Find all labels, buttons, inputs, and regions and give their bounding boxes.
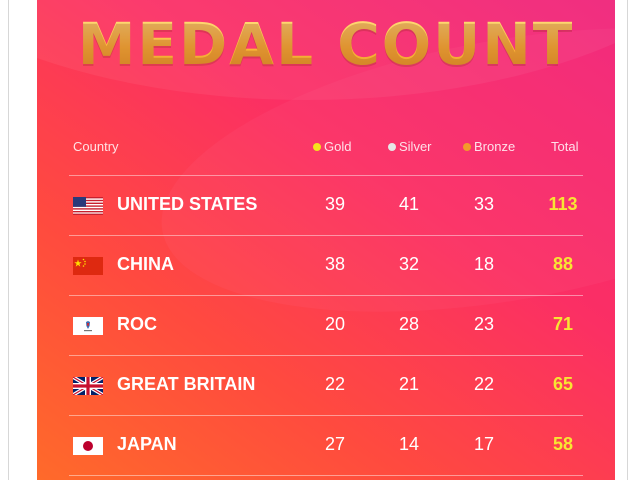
gold-count: 20 xyxy=(324,314,346,334)
table-row: GREAT BRITAIN 22 21 22 65 xyxy=(69,355,583,415)
header-country: Country xyxy=(73,139,119,154)
medal-table: UNITED STATES 39 41 33 113 CHINA 38 32 xyxy=(69,175,583,476)
page-title: MEDAL COUNT xyxy=(37,10,615,78)
bronze-count: 17 xyxy=(473,434,495,454)
header-silver-label: Silver xyxy=(399,139,432,154)
silver-count: 21 xyxy=(398,374,420,394)
country-name: GREAT BRITAIN xyxy=(117,374,256,394)
total-count: 65 xyxy=(552,374,574,394)
silver-count: 14 xyxy=(398,434,420,454)
gold-dot-icon xyxy=(313,143,321,151)
bronze-count: 18 xyxy=(473,254,495,274)
header-total: Total xyxy=(551,139,579,154)
bronze-count: 33 xyxy=(473,194,495,214)
total-count: 88 xyxy=(552,254,574,274)
bronze-count: 23 xyxy=(473,314,495,334)
silver-count: 28 xyxy=(398,314,420,334)
total-count: 58 xyxy=(552,434,574,454)
silver-dot-icon xyxy=(388,143,396,151)
roc-flag-icon xyxy=(73,317,103,335)
table-row: CHINA 38 32 18 88 xyxy=(69,235,583,295)
china-flag-icon xyxy=(73,257,103,275)
page-frame: MEDAL COUNT Country Gold Silver Bronze T… xyxy=(8,0,628,480)
header-gold: Gold xyxy=(313,139,351,154)
header-silver: Silver xyxy=(388,139,432,154)
silver-count: 41 xyxy=(398,194,420,214)
gold-count: 39 xyxy=(324,194,346,214)
country-name: CHINA xyxy=(117,254,174,274)
country-name: UNITED STATES xyxy=(117,194,258,214)
bronze-count: 22 xyxy=(473,374,495,394)
table-header: Country Gold Silver Bronze Total xyxy=(37,139,615,159)
total-count: 113 xyxy=(548,194,578,214)
japan-flag-icon xyxy=(73,437,103,455)
country-name: JAPAN xyxy=(117,434,177,454)
table-row: JAPAN 27 14 17 58 xyxy=(69,415,583,476)
silver-count: 32 xyxy=(398,254,420,274)
medal-count-card: MEDAL COUNT Country Gold Silver Bronze T… xyxy=(37,0,615,480)
gold-count: 38 xyxy=(324,254,346,274)
gold-count: 22 xyxy=(324,374,346,394)
bronze-dot-icon xyxy=(463,143,471,151)
header-bronze: Bronze xyxy=(463,139,515,154)
table-row: UNITED STATES 39 41 33 113 xyxy=(69,175,583,235)
gold-count: 27 xyxy=(324,434,346,454)
country-name: ROC xyxy=(117,314,157,334)
table-row: ROC 20 28 23 71 xyxy=(69,295,583,355)
us-flag-icon xyxy=(73,197,103,215)
header-bronze-label: Bronze xyxy=(474,139,516,154)
total-count: 71 xyxy=(552,314,574,334)
uk-flag-icon xyxy=(73,377,103,395)
header-gold-label: Gold xyxy=(324,139,352,154)
